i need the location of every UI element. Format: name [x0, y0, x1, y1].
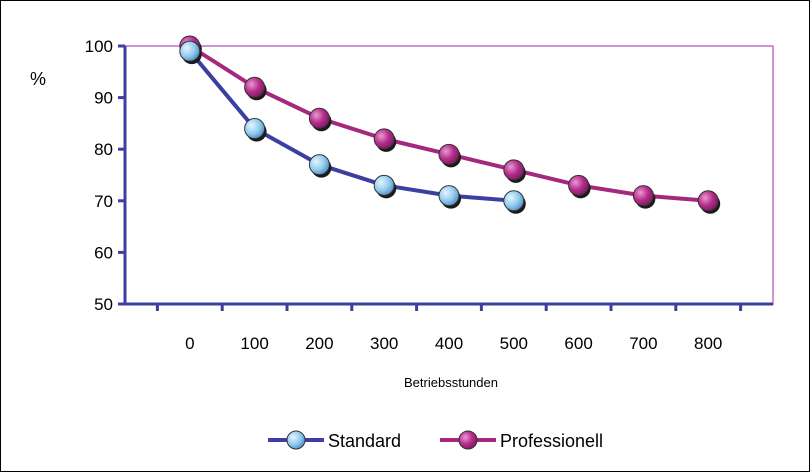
axes — [118, 44, 773, 311]
data-point-professionell — [373, 128, 395, 150]
x-tick-label: 800 — [694, 334, 722, 353]
data-point-standard — [373, 174, 395, 196]
series-professionell — [179, 35, 721, 214]
legend-item-professionell: Professionell — [440, 430, 603, 451]
data-point-professionell — [438, 143, 460, 165]
tick-labels: 50 60 70 80 90 100 0 100 200 300 400 500 600 700 800 — [85, 37, 723, 353]
y-tick-label: 60 — [94, 243, 113, 262]
series-layer — [179, 35, 721, 214]
data-point-professionell — [244, 76, 266, 98]
data-point-professionell — [503, 159, 525, 181]
y-tick-label: 100 — [85, 37, 113, 56]
data-point-standard — [503, 190, 525, 212]
y-axis-unit-label: % — [30, 69, 46, 89]
data-point-standard — [244, 118, 266, 140]
x-tick-label: 200 — [305, 334, 333, 353]
plot-area-border — [124, 45, 774, 305]
data-point-professionell — [308, 107, 330, 129]
series-line-standard — [188, 49, 514, 203]
legend-label: Standard — [328, 431, 401, 451]
legend-swatch-marker — [286, 430, 306, 450]
y-tick-label: 80 — [94, 140, 113, 159]
legend-item-standard: Standard — [268, 430, 401, 451]
legend: Standard Professionell — [268, 430, 603, 451]
x-tick-label: 700 — [629, 334, 657, 353]
x-tick-label: 600 — [564, 334, 592, 353]
data-point-standard — [179, 40, 201, 62]
y-tick-label: 90 — [94, 89, 113, 108]
data-point-professionell — [568, 174, 590, 196]
data-point-professionell — [632, 185, 654, 207]
legend-swatch-marker — [458, 430, 478, 450]
series-standard — [179, 40, 526, 214]
legend-label: Professionell — [500, 431, 603, 451]
data-point-standard — [438, 185, 460, 207]
x-tick-label: 100 — [240, 334, 268, 353]
data-point-professionell — [697, 190, 719, 212]
data-point-standard — [308, 154, 330, 176]
x-tick-label: 500 — [500, 334, 528, 353]
x-tick-label: 0 — [185, 334, 194, 353]
y-tick-label: 50 — [94, 295, 113, 314]
y-tick-label: 70 — [94, 192, 113, 211]
series-line-professionell — [188, 44, 709, 203]
x-axis-label: Betriebsstunden — [404, 375, 498, 390]
x-tick-label: 300 — [370, 334, 398, 353]
x-tick-label: 400 — [435, 334, 463, 353]
